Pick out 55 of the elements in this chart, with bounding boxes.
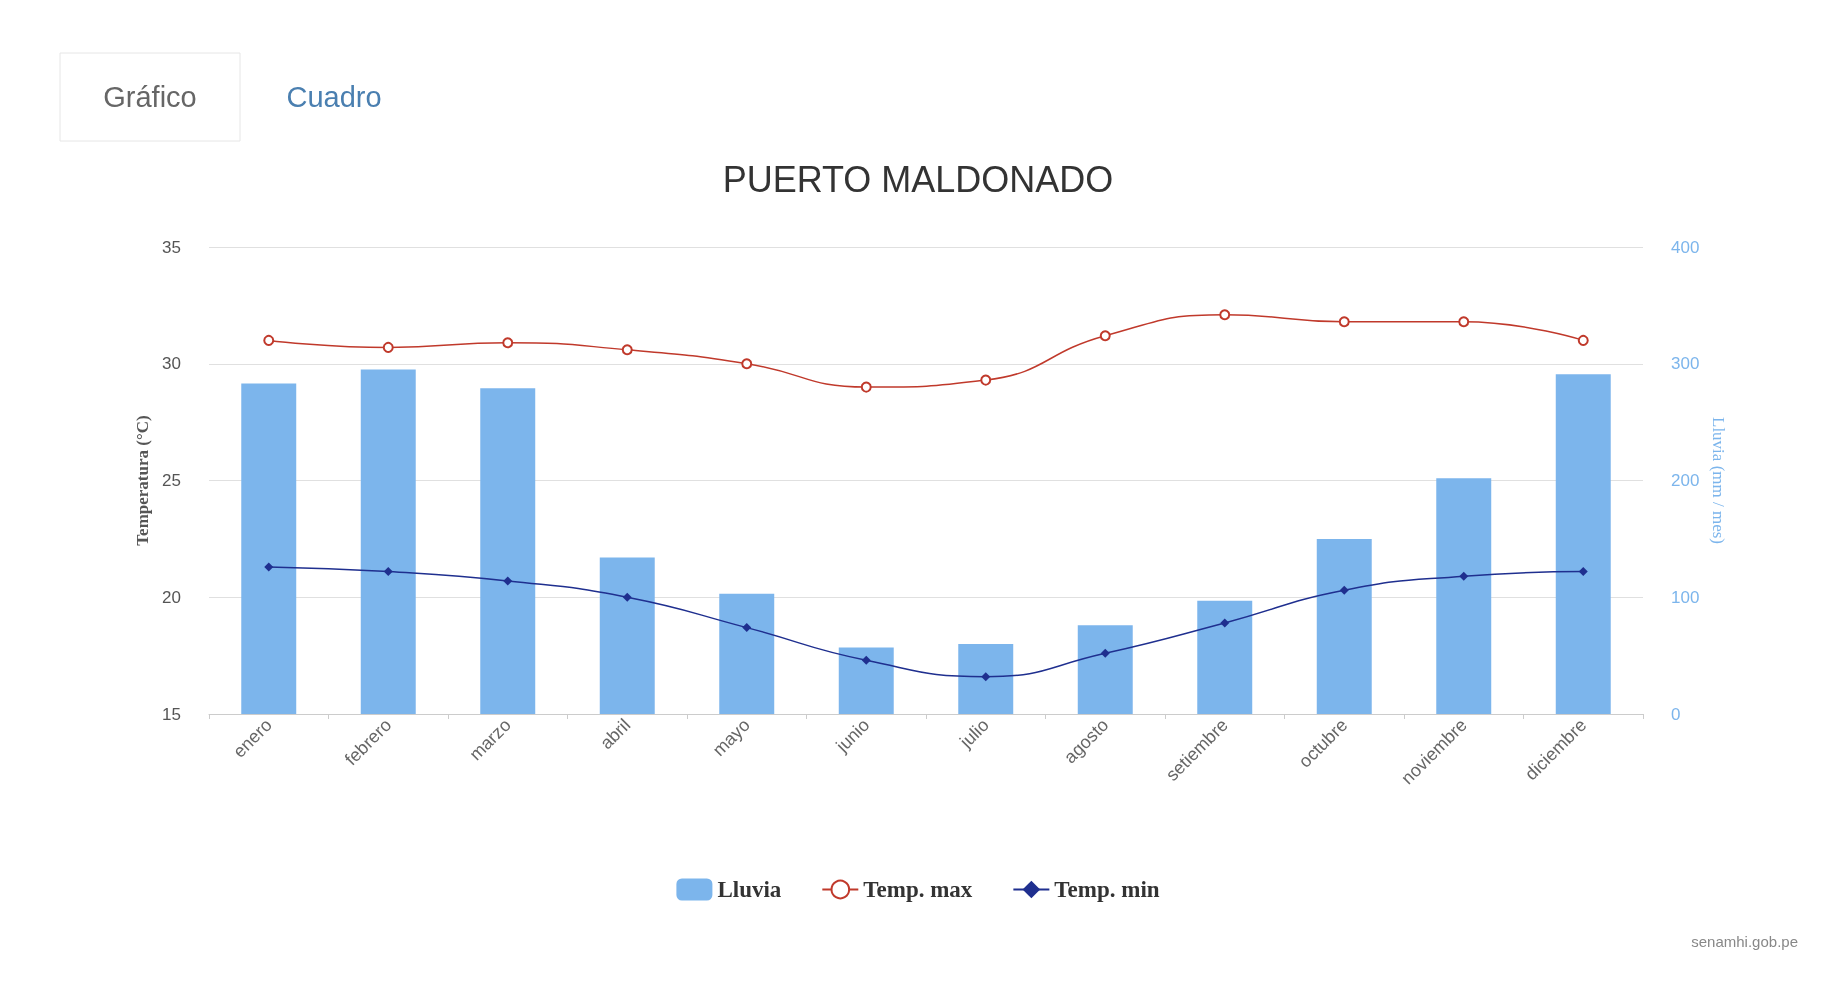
point [263, 334, 275, 346]
bar [1316, 538, 1372, 714]
bar [480, 388, 536, 714]
bar [599, 557, 655, 714]
point [1338, 316, 1350, 328]
bar [1077, 625, 1133, 714]
point [1220, 618, 1230, 628]
point [861, 655, 871, 665]
point [1219, 309, 1231, 321]
y2-tick-label: 200 [1671, 471, 1700, 490]
y-tick-label: 15 [162, 704, 181, 724]
legend-label: Temp. max [863, 877, 973, 902]
bar [1197, 600, 1253, 714]
point [622, 592, 632, 602]
y2-tick-label: 0 [1671, 704, 1681, 724]
point [1459, 571, 1469, 581]
point [1577, 334, 1589, 346]
point [621, 344, 633, 356]
point [383, 567, 393, 577]
text: Gráfico [103, 81, 197, 113]
point [741, 358, 753, 370]
y2-axis-title: Lluvia (mm / mes) [1709, 416, 1729, 545]
point [264, 562, 274, 572]
point [981, 672, 991, 682]
y2-tick-label: 400 [1671, 237, 1700, 257]
point [1099, 330, 1111, 342]
point [980, 374, 992, 386]
bar [241, 383, 297, 714]
legend-label: Lluvia [717, 877, 782, 902]
bar [1555, 374, 1611, 714]
point [1339, 585, 1349, 595]
bar [360, 369, 416, 714]
y-axis-title: Temperatura (°C) [133, 415, 153, 546]
bar [838, 647, 894, 714]
chart-title: PUERTO MALDONADO [722, 158, 1114, 200]
point [502, 337, 514, 349]
y2-tick-label: 300 [1671, 354, 1700, 374]
text: Cuadro [286, 81, 382, 113]
bar [1436, 478, 1492, 714]
text: senamhi.gob.pe [1691, 933, 1799, 950]
y-tick-label: 30 [162, 354, 181, 374]
point [503, 576, 513, 586]
y-tick-label: 25 [162, 471, 181, 490]
y-tick-label: 35 [162, 237, 181, 257]
bar [719, 593, 775, 714]
point [1100, 648, 1110, 658]
y2-tick-label: 100 [1671, 587, 1700, 607]
bar [958, 643, 1014, 714]
point [742, 623, 752, 633]
point [1458, 316, 1470, 328]
y-tick-label: 20 [162, 587, 181, 607]
point [382, 341, 394, 353]
point [1578, 567, 1588, 577]
point [860, 381, 872, 393]
legend-label: Temp. min [1054, 877, 1160, 902]
